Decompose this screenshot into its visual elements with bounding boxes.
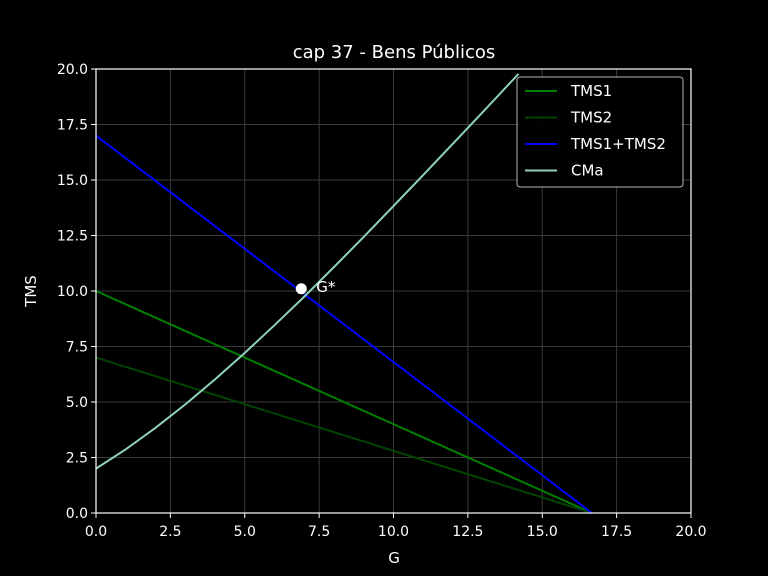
legend-label: TMS2 (570, 109, 612, 127)
y-tick-label: 20.0 (57, 62, 88, 78)
ticks-group: 0.0 2.5 5.0 7.5 10.0 12.5 15.0 17.5 20.0 0.0 2.5 5.… (57, 62, 707, 540)
x-tick-label: 20.0 (675, 524, 706, 540)
series-group (95, 73, 593, 514)
x-tick-label: 2.5 (159, 524, 181, 540)
x-tick-label: 0.0 (85, 524, 107, 540)
y-tick-label: 2.5 (66, 451, 88, 467)
y-tick-label: 12.5 (57, 229, 88, 245)
y-tick-label: 10.0 (57, 284, 88, 300)
y-tick-label: 15.0 (57, 173, 88, 189)
x-tick-label: 5.0 (234, 524, 256, 540)
chart-title: cap 37 - Bens Públicos (293, 42, 496, 63)
x-tick-label: 12.5 (452, 524, 483, 540)
x-tick-label: 7.5 (308, 524, 330, 540)
series-line-tms1-tms2 (95, 134, 593, 514)
annotation-label: G* (316, 278, 336, 296)
series-line-tms2 (95, 356, 593, 514)
y-tick-label: 0.0 (66, 506, 88, 522)
legend: TMS1 TMS2 TMS1+TMS2 CMa (516, 76, 684, 188)
y-tick-label: 7.5 (66, 340, 88, 356)
legend-box (516, 76, 684, 188)
annotations-group: G* (295, 278, 336, 296)
legend-label: TMS1+TMS2 (570, 135, 666, 153)
x-axis-label: G (388, 549, 400, 567)
y-tick-label: 5.0 (66, 395, 88, 411)
x-tick-label: 17.5 (601, 524, 632, 540)
y-tick-label: 17.5 (57, 118, 88, 134)
x-tick-label: 10.0 (378, 524, 409, 540)
x-tick-label: 15.0 (527, 524, 558, 540)
y-axis-label: TMS (22, 275, 40, 308)
equilibrium-point (295, 283, 307, 295)
legend-label: TMS1 (570, 82, 612, 100)
series-line-cma (95, 73, 520, 470)
series-line-tms1 (95, 290, 593, 514)
legend-label: CMa (571, 162, 604, 180)
